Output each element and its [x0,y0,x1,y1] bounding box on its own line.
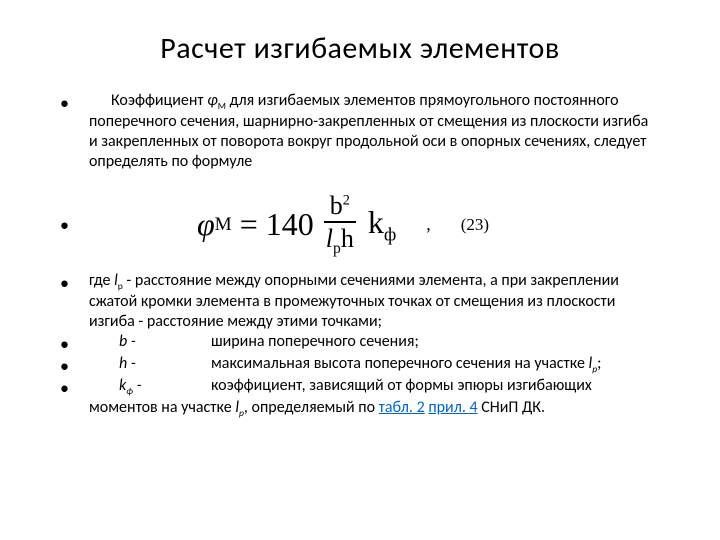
bullet-dot-icon: • [60,356,69,376]
k-text: коэффициент, зависящий от формы эпюры из… [89,376,592,416]
h-symbol: h - [119,354,161,374]
def-h: • h - максимальная высота поперечного сеч… [60,354,660,376]
formula-row: • φМ = 140 b2 lph kф , (23) [60,190,660,259]
where-lp-definition: • где lp - расстояние между опорными сеч… [60,271,660,332]
bullet-dot-icon: • [60,378,69,398]
bullet-dot-icon: • [60,93,69,113]
page-title: Расчет изгибаемых элементов [60,30,660,67]
appendix-link[interactable]: прил. 4 [428,398,477,417]
b-symbol: b - [119,332,161,352]
h-text: максимальная высота поперечного сечения … [211,354,601,373]
def-k: • kф -коэффициент, зависящий от формы эп… [60,376,660,418]
intro-paragraph: • Коэффициент φМ для изгибаемых элементо… [60,91,660,172]
bullet-dot-icon: • [60,334,69,354]
intro-text: Коэффициент φМ для изгибаемых элементов … [89,91,660,172]
k-symbol: kф - [119,376,161,397]
table-link[interactable]: табл. 2 [379,398,425,417]
bullet-dot-icon: • [60,273,69,293]
bullet-dot-icon: • [60,214,69,236]
formula-number: (23) [461,215,489,235]
formula-comma: , [426,214,431,235]
b-text: ширина поперечного сечения; [211,332,419,351]
formula-equation: φМ = 140 b2 lph kф [197,190,396,259]
formula-container: φМ = 140 b2 lph kф , (23) [197,190,489,259]
def-b: • b - ширина поперечного сечения; [60,332,660,354]
